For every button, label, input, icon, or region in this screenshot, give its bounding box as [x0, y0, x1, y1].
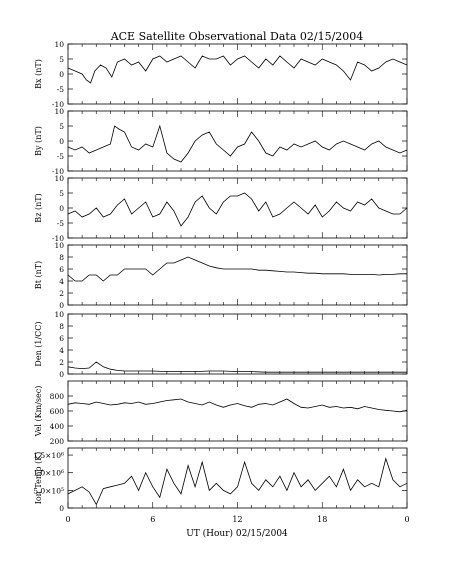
panel-frame [67, 177, 408, 239]
y-axis-label: Ion Temp (K) [34, 452, 43, 505]
panel-4: 0 2 4 6 8 10 Bt (nT) [34, 241, 408, 310]
y-tick-label: 800 [50, 392, 65, 401]
x-axis-label: UT (Hour) 02/15/2004 [186, 528, 288, 539]
x-tick-label: 12 [232, 515, 242, 524]
x-tick-label: 6 [150, 515, 155, 524]
x-tick-label: 0 [65, 515, 70, 524]
panels: -10 -5 0 5 10 Bx (nT) -10 -5 0 5 10 By (nT) -10 -5 0 5 1… [33, 40, 409, 524]
y-axis-label: By (nT) [34, 126, 43, 156]
series-line [67, 457, 408, 506]
x-tick-label: 18 [317, 515, 327, 524]
y-tick-label: 10 [54, 310, 64, 319]
y-axis-label: Vel (Km/sec) [34, 386, 43, 438]
y-tick-label: 8 [59, 253, 64, 262]
y-tick-label: 5 [59, 122, 64, 131]
series-line [67, 361, 407, 373]
y-tick-label: 8 [59, 322, 64, 331]
y-tick-label: -10 [52, 167, 64, 176]
y-tick-label: 600 [50, 407, 65, 416]
y-axis-label: Bt (nT) [34, 261, 43, 289]
y-tick-label: 0 [59, 370, 64, 379]
y-tick-label: 10 [54, 40, 64, 49]
panel-frame [67, 43, 408, 105]
panel-6: 200 400 600 800 Vel (Km/sec) [34, 380, 408, 446]
panel-2: -10 -5 0 5 10 By (nT) [34, 107, 408, 176]
y-tick-label: 4 [59, 346, 64, 355]
y-tick-label: 2 [59, 289, 64, 298]
x-tick-label: 0 [404, 515, 409, 524]
y-tick-label: 200 [50, 437, 65, 446]
panel-1: -10 -5 0 5 10 Bx (nT) [34, 40, 408, 109]
y-tick-label: -5 [57, 85, 65, 94]
y-tick-label: 10 [54, 241, 64, 250]
y-tick-label: 2 [59, 358, 64, 367]
y-tick-label: 6 [59, 265, 64, 274]
y-tick-label: -10 [52, 234, 64, 243]
series-line [67, 55, 408, 84]
y-axis-label: Den (1/CC) [34, 321, 43, 366]
panel-frame [67, 110, 408, 172]
y-tick-label: 6 [59, 334, 64, 343]
y-axis-label: Bx (nT) [34, 59, 43, 89]
y-tick-label: 4 [59, 277, 64, 286]
series-line [67, 398, 408, 413]
y-tick-label: 1.0×10⁶ [33, 469, 64, 478]
y-tick-label: 400 [50, 422, 65, 431]
panel-frame [67, 380, 408, 442]
series-line [67, 192, 408, 227]
y-tick-label: 10 [54, 107, 64, 116]
y-tick-label: 5 [59, 55, 64, 64]
y-tick-label: 5 [59, 189, 64, 198]
y-tick-label: 0 [59, 204, 64, 213]
y-axis-label: Bz (nT) [34, 193, 43, 222]
y-tick-label: 0 [59, 504, 64, 513]
panel-frame [67, 313, 408, 375]
y-tick-label: 1.5×10⁶ [33, 451, 64, 460]
y-tick-label: 10 [54, 174, 64, 183]
y-tick-label: -10 [52, 100, 64, 109]
series-line [67, 124, 408, 163]
y-tick-label: -5 [57, 152, 65, 161]
series-line [67, 256, 407, 282]
panel-3: -10 -5 0 5 10 Bz (nT) [34, 174, 408, 243]
y-tick-label: 0 [59, 137, 64, 146]
y-tick-label: 0 [59, 301, 64, 310]
y-tick-label: 0 [59, 70, 64, 79]
panel-frame [67, 244, 408, 306]
chart-title: ACE Satellite Observational Data 02/15/2… [110, 30, 364, 43]
panel-5: 0 2 4 6 8 10 Den (1/CC) [34, 310, 408, 379]
panel-frame [67, 447, 408, 509]
y-tick-label: -5 [57, 219, 65, 228]
y-tick-label: 5.0×10⁵ [33, 486, 64, 495]
